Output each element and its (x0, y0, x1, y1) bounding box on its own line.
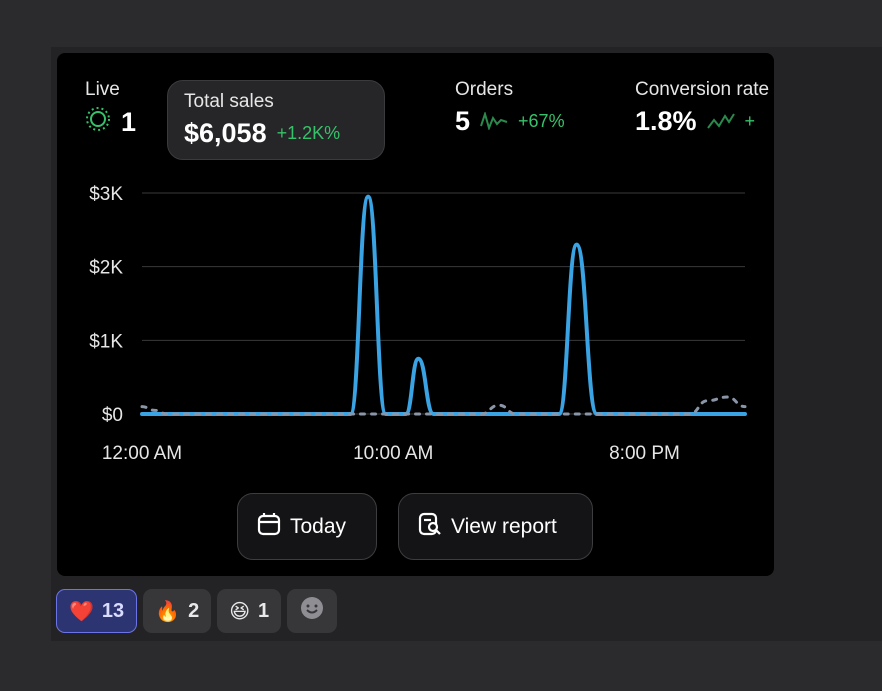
reaction-fire[interactable]: 🔥 2 (143, 589, 212, 633)
report-search-icon (417, 511, 443, 543)
y-tick-label: $2K (89, 258, 123, 279)
metric-delta-total-sales: +1.2K% (276, 123, 341, 143)
today-button-label: Today (290, 514, 347, 538)
metric-label-live: Live (85, 79, 120, 100)
metric-total-sales[interactable]: Total sales $6,058 +1.2K% (167, 80, 385, 160)
smiley-add-icon (299, 595, 325, 627)
sparkline-icon (480, 106, 508, 137)
y-tick-label: $1K (89, 331, 123, 352)
x-tick-label: 8:00 PM (609, 443, 680, 464)
calendar-icon (256, 511, 282, 543)
live-status-icon (85, 106, 111, 139)
analytics-card: Live 1 Total sales $6,058 +1.2K% Orders … (57, 53, 774, 576)
metric-delta-conversion: + (744, 111, 756, 131)
metric-delta-orders: +67% (518, 111, 565, 131)
sparkline-icon (706, 106, 735, 137)
metric-value-live: 1 (121, 107, 137, 137)
view-report-button[interactable]: View report (398, 493, 593, 560)
view-report-button-label: View report (451, 514, 557, 538)
sales-line-chart[interactable]: $3K $2K $1K $0 12:00 AM 10:00 AM 8:00 PM (57, 173, 774, 473)
metric-orders[interactable]: Orders 5 +67% (455, 79, 565, 161)
metric-label-conversion: Conversion rate (635, 79, 770, 100)
x-tick-label: 10:00 AM (353, 443, 433, 464)
y-tick-label: $0 (102, 405, 123, 426)
metric-value-conversion: 1.8% (635, 106, 697, 136)
heart-emoji: ❤️ (69, 600, 94, 623)
reaction-count: 1 (258, 599, 270, 622)
fire-emoji: 🔥 (155, 600, 181, 623)
top-band (0, 0, 882, 47)
add-reaction-button[interactable] (287, 589, 338, 633)
metric-value-total-sales: $6,058 (184, 118, 267, 148)
reaction-count: 13 (101, 599, 125, 622)
metric-label-orders: Orders (455, 79, 514, 100)
y-tick-label: $3K (89, 184, 123, 205)
metric-value-orders: 5 (455, 106, 471, 136)
comparison-series-line (140, 395, 747, 416)
reaction-laugh[interactable]: 😆 1 (217, 589, 282, 633)
sales-series-line (140, 194, 747, 417)
reaction-count: 2 (188, 599, 200, 622)
reactions-bar: ❤️ 13 🔥 2 😆 1 (56, 589, 338, 633)
metric-conversion[interactable]: Conversion rate 1.8% + (635, 79, 769, 161)
x-tick-label: 12:00 AM (102, 443, 182, 464)
metric-live[interactable]: Live 1 (85, 79, 136, 161)
laughing-emoji: 😆 (229, 600, 251, 623)
today-button[interactable]: Today (237, 493, 377, 560)
metric-label-total-sales: Total sales (184, 91, 274, 112)
reaction-heart[interactable]: ❤️ 13 (56, 589, 138, 633)
